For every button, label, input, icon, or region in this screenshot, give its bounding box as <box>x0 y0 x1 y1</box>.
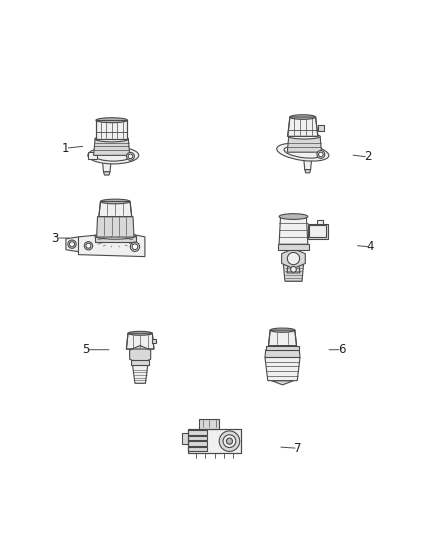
Circle shape <box>226 438 233 444</box>
Polygon shape <box>130 345 151 364</box>
Polygon shape <box>78 235 145 256</box>
Ellipse shape <box>270 328 295 332</box>
Polygon shape <box>182 433 188 443</box>
Circle shape <box>68 240 76 248</box>
Text: 7: 7 <box>294 442 302 455</box>
Polygon shape <box>133 366 148 383</box>
Polygon shape <box>103 172 110 175</box>
Polygon shape <box>188 447 207 451</box>
Polygon shape <box>265 350 300 358</box>
Polygon shape <box>308 224 328 239</box>
Text: 4: 4 <box>366 240 374 253</box>
Circle shape <box>130 242 140 252</box>
Polygon shape <box>188 441 207 446</box>
Polygon shape <box>102 161 111 172</box>
Polygon shape <box>309 225 326 237</box>
Polygon shape <box>287 265 300 273</box>
Ellipse shape <box>128 332 152 335</box>
Ellipse shape <box>277 143 329 161</box>
Text: 2: 2 <box>364 150 372 164</box>
Polygon shape <box>96 120 127 139</box>
Polygon shape <box>95 236 136 241</box>
Polygon shape <box>188 436 207 440</box>
Circle shape <box>317 150 325 158</box>
Polygon shape <box>272 381 293 385</box>
Polygon shape <box>288 117 318 136</box>
Polygon shape <box>94 139 130 155</box>
Ellipse shape <box>100 199 130 204</box>
Polygon shape <box>199 418 219 429</box>
Circle shape <box>132 244 138 249</box>
Polygon shape <box>88 152 97 159</box>
Polygon shape <box>188 430 207 435</box>
Circle shape <box>128 154 133 159</box>
Polygon shape <box>268 330 297 345</box>
Polygon shape <box>279 216 308 244</box>
Circle shape <box>127 152 134 160</box>
Circle shape <box>290 266 297 272</box>
Text: 5: 5 <box>82 343 89 356</box>
Polygon shape <box>97 216 134 237</box>
Ellipse shape <box>96 118 127 123</box>
Circle shape <box>86 243 91 248</box>
Circle shape <box>287 253 300 265</box>
Polygon shape <box>282 249 305 269</box>
Polygon shape <box>66 237 78 252</box>
Polygon shape <box>265 358 300 381</box>
Circle shape <box>219 431 240 451</box>
Polygon shape <box>152 338 156 343</box>
Polygon shape <box>317 220 323 224</box>
Ellipse shape <box>279 214 308 220</box>
Circle shape <box>70 241 74 247</box>
Polygon shape <box>188 429 241 454</box>
Ellipse shape <box>95 136 128 142</box>
Text: 6: 6 <box>338 343 346 356</box>
Circle shape <box>223 435 236 448</box>
Polygon shape <box>266 345 299 350</box>
Circle shape <box>318 152 323 157</box>
Polygon shape <box>304 159 311 169</box>
Polygon shape <box>283 265 304 281</box>
Ellipse shape <box>88 147 139 164</box>
Ellipse shape <box>95 233 136 239</box>
Text: 1: 1 <box>62 142 70 155</box>
Circle shape <box>84 241 92 250</box>
Text: 3: 3 <box>51 231 58 245</box>
Polygon shape <box>99 201 132 216</box>
Polygon shape <box>305 169 311 173</box>
Polygon shape <box>287 136 321 152</box>
Ellipse shape <box>290 115 316 119</box>
Polygon shape <box>279 244 308 249</box>
Polygon shape <box>126 333 154 349</box>
Polygon shape <box>131 360 149 366</box>
Ellipse shape <box>289 134 320 139</box>
Polygon shape <box>318 125 325 131</box>
